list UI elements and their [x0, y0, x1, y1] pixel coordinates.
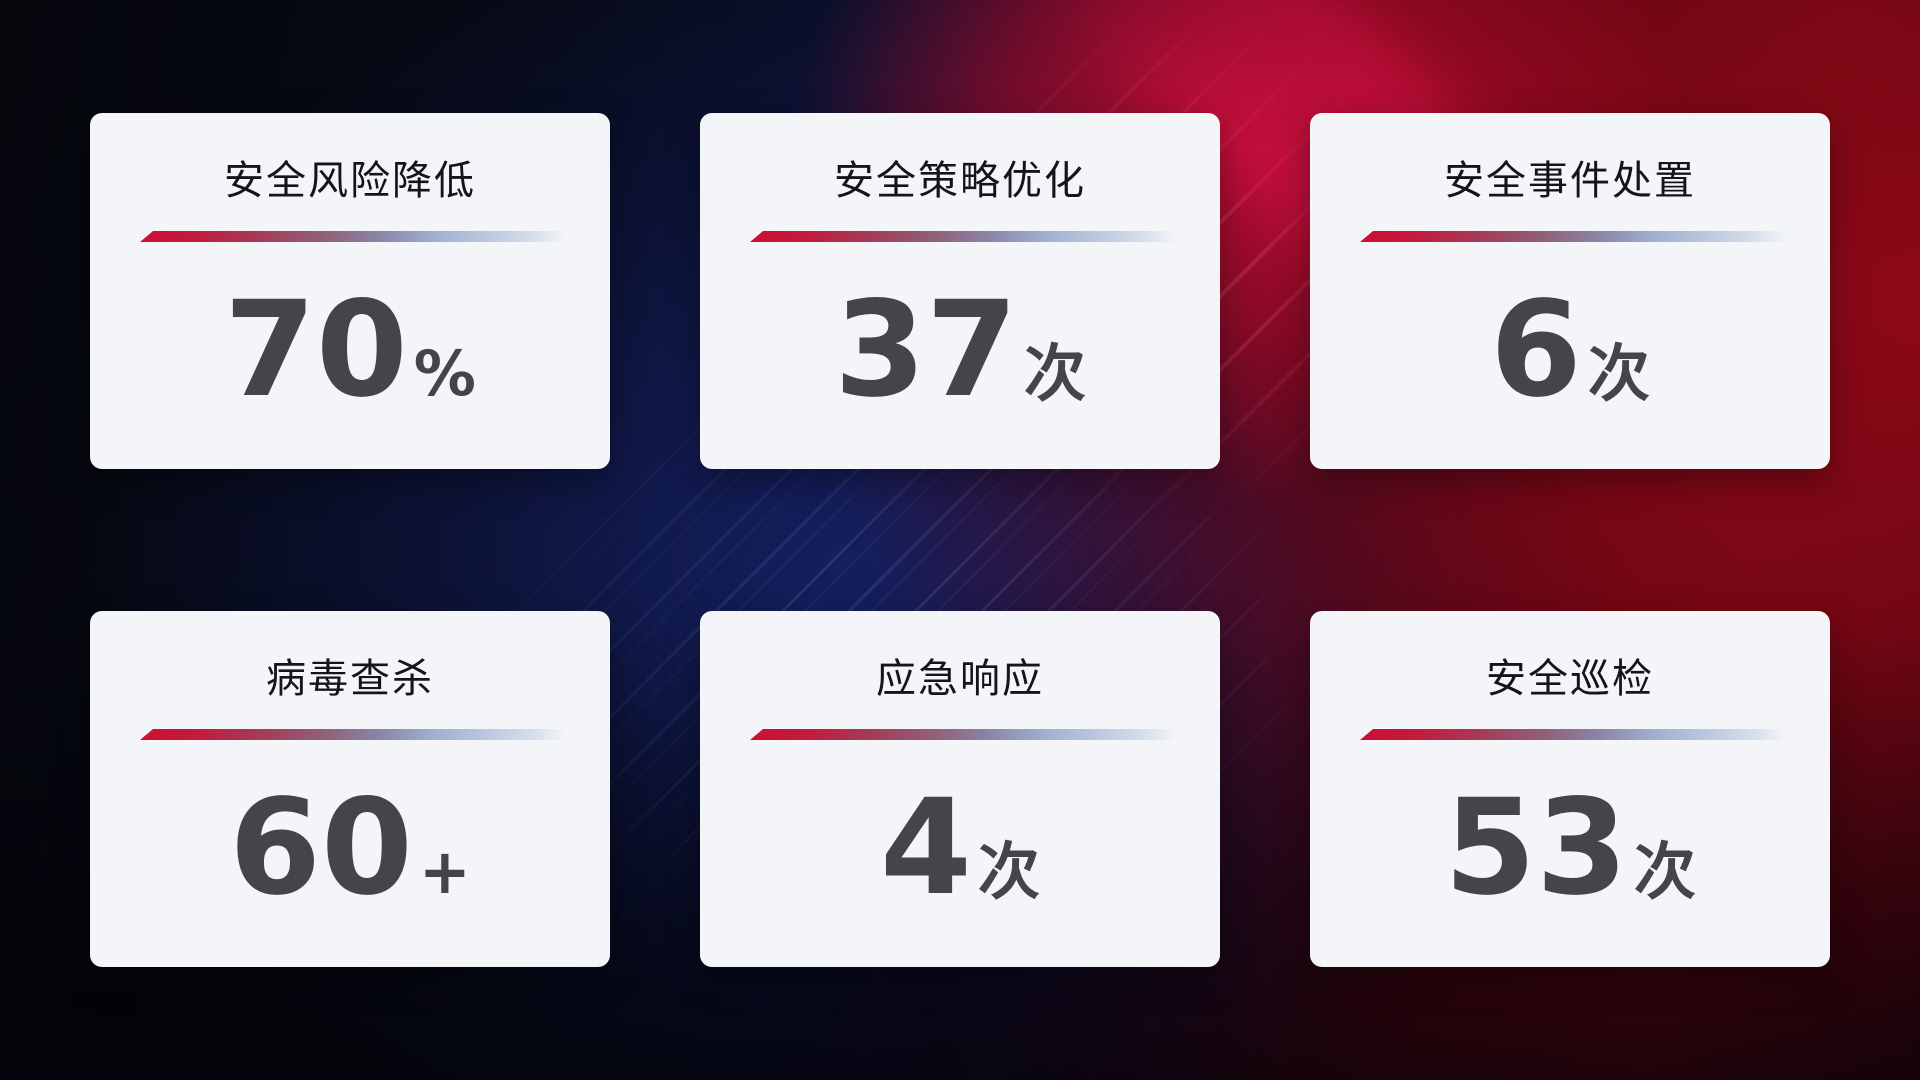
stat-card-incident-handling: 安全事件处置 6 次	[1310, 113, 1830, 469]
card-title: 安全策略优化	[834, 158, 1086, 204]
stat-value-group: 4 次	[700, 782, 1220, 914]
stat-value-group: 37 次	[700, 284, 1220, 416]
gradient-divider	[750, 231, 1208, 242]
stat-value-group: 53 次	[1310, 782, 1830, 914]
stat-unit: 次	[1633, 835, 1696, 908]
stat-unit: 次	[1587, 337, 1650, 410]
stat-unit: %	[413, 337, 476, 410]
gradient-divider	[1360, 729, 1818, 740]
gradient-divider	[750, 729, 1208, 740]
card-title: 安全事件处置	[1444, 158, 1696, 204]
stat-number: 6	[1490, 273, 1582, 427]
stat-card-security-inspection: 安全巡检 53 次	[1310, 611, 1830, 967]
stat-unit: +	[418, 835, 471, 908]
stat-card-risk-reduction: 安全风险降低 70 %	[90, 113, 610, 469]
stat-unit: 次	[977, 835, 1040, 908]
gradient-divider	[140, 231, 598, 242]
card-title: 安全风险降低	[224, 158, 476, 204]
stat-card-emergency-response: 应急响应 4 次	[700, 611, 1220, 967]
card-title: 应急响应	[876, 656, 1044, 702]
stat-number: 60	[229, 771, 413, 925]
gradient-divider	[140, 729, 598, 740]
stat-number: 53	[1444, 771, 1628, 925]
stat-card-virus-scan: 病毒查杀 60 +	[90, 611, 610, 967]
stat-value-group: 6 次	[1310, 284, 1830, 416]
stat-number: 4	[880, 771, 972, 925]
card-title: 安全巡检	[1486, 656, 1654, 702]
stat-value-group: 60 +	[90, 782, 610, 914]
gradient-divider	[1360, 231, 1818, 242]
stat-unit: 次	[1023, 337, 1086, 410]
stat-value-group: 70 %	[90, 284, 610, 416]
stat-number: 37	[834, 273, 1018, 427]
stat-number: 70	[224, 273, 408, 427]
card-title: 病毒查杀	[266, 656, 434, 702]
stat-card-policy-optimization: 安全策略优化 37 次	[700, 113, 1220, 469]
